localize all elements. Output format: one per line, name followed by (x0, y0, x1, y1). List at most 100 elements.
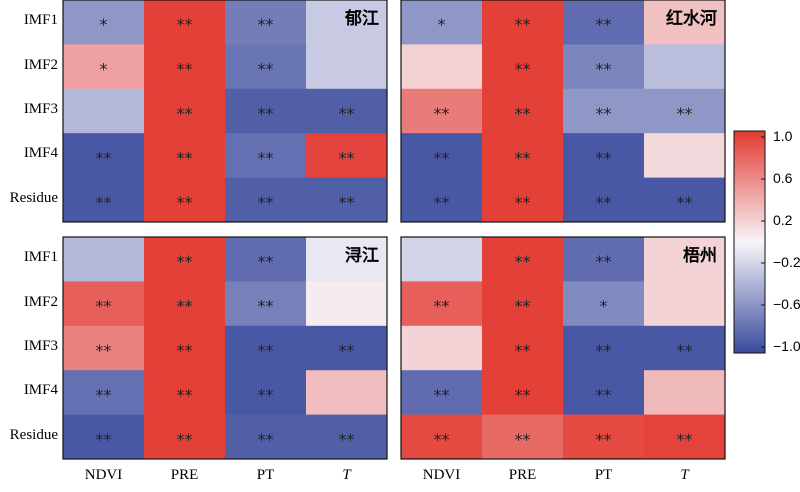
significance-mark: ** (258, 341, 274, 360)
heatmap-cell (563, 281, 645, 327)
heatmap-cell (482, 0, 564, 45)
column-label: NDVI (84, 467, 123, 483)
significance-mark: ** (258, 252, 274, 271)
significance-mark: ** (177, 60, 193, 79)
significance-mark: ** (177, 193, 193, 212)
panel-title: 浔江 (345, 245, 379, 266)
heatmap-cell (306, 414, 388, 460)
heatmap-cell (63, 133, 145, 179)
heatmap-cell (225, 177, 307, 223)
significance-mark: ** (258, 148, 274, 167)
significance-mark: ** (177, 15, 193, 34)
heatmap-cell (225, 88, 307, 134)
heatmap-cell (644, 0, 726, 45)
significance-mark: ** (258, 193, 274, 212)
heatmap-cell (563, 177, 645, 223)
heatmap-cell (144, 325, 226, 371)
heatmap-cell (306, 325, 388, 371)
heatmap-cell (63, 237, 145, 282)
heatmap-cell (63, 325, 145, 371)
heatmap-cell (401, 370, 483, 416)
panel-2: * ** **** **** ** ** **** ** **** ** ** **红水河 (400, 0, 726, 223)
heatmap-cell (306, 88, 388, 134)
heatmap-cell (482, 177, 564, 223)
heatmap-cell (401, 414, 483, 460)
heatmap-cell (306, 370, 388, 416)
significance-mark: ** (339, 193, 355, 212)
significance-mark: ** (596, 104, 612, 123)
row-label: IMF2 (23, 293, 58, 310)
heatmap-cell (306, 177, 388, 223)
panel-border (62, 236, 388, 460)
heatmap-cell (644, 237, 726, 282)
heatmap-cell (144, 133, 226, 179)
heatmap-cell (644, 177, 726, 223)
panel-1: * ** *** ** **** ** **** ** ** **** ** ** **郁江 (62, 0, 388, 223)
significance-mark: ** (434, 193, 450, 212)
significance-mark: ** (515, 430, 531, 449)
heatmap-cell (644, 414, 726, 460)
heatmap-cell (306, 237, 388, 282)
significance-mark: ** (434, 385, 450, 404)
panel-title: 郁江 (344, 8, 379, 29)
heatmap-cell (563, 370, 645, 416)
row-label: IMF2 (23, 56, 58, 73)
heatmap-cell (401, 237, 483, 282)
significance-mark: ** (596, 252, 612, 271)
heatmap-cell (144, 0, 226, 45)
heatmap-cell (401, 133, 483, 179)
heatmap-cell (482, 370, 564, 416)
significance-mark: ** (177, 148, 193, 167)
heatmap-cell (144, 44, 226, 90)
colorbar-tick-label: 1.0 (773, 128, 793, 144)
heatmap-cell (401, 0, 483, 45)
heatmap-cell (63, 44, 145, 90)
significance-mark: ** (339, 430, 355, 449)
significance-mark: * (600, 297, 608, 316)
heatmap-cell (563, 88, 645, 134)
heatmap-cell (225, 370, 307, 416)
heatmap-cell (144, 237, 226, 282)
significance-mark: ** (515, 60, 531, 79)
panel-4: ** **** ** *** ** **** ** **** ** ** **梧州 (400, 236, 726, 460)
heatmap-cell (225, 281, 307, 327)
column-label: NDVI (422, 467, 461, 483)
heatmap-cell (482, 281, 564, 327)
heatmap-cell (482, 414, 564, 460)
heatmap-cell (144, 177, 226, 223)
heatmap-cell (401, 88, 483, 134)
significance-mark: ** (339, 341, 355, 360)
significance-mark: ** (515, 297, 531, 316)
row-label: Residue (9, 189, 58, 206)
row-label: IMF4 (23, 382, 58, 399)
heatmap-cell (563, 44, 645, 90)
significance-mark: ** (515, 385, 531, 404)
heatmap-cell (225, 133, 307, 179)
row-label: IMF4 (23, 145, 58, 162)
heatmap-cell (63, 414, 145, 460)
significance-mark: ** (258, 104, 274, 123)
significance-mark: ** (177, 297, 193, 316)
heatmap-cell (563, 414, 645, 460)
significance-mark: ** (434, 430, 450, 449)
column-label: PT (256, 467, 275, 483)
column-label: PT (594, 467, 613, 483)
significance-mark: ** (258, 430, 274, 449)
heatmap-cell (644, 281, 726, 327)
heatmap-cell (306, 133, 388, 179)
heatmap-cell (144, 370, 226, 416)
heatmap-cell (644, 133, 726, 179)
significance-mark: ** (515, 341, 531, 360)
heatmap-cell (144, 88, 226, 134)
heatmap-cell (225, 325, 307, 371)
significance-mark: ** (596, 341, 612, 360)
significance-mark: ** (677, 193, 693, 212)
row-label: IMF1 (23, 249, 58, 266)
significance-mark: * (100, 60, 108, 79)
heatmap-cell (482, 325, 564, 371)
heatmap-cell (563, 325, 645, 371)
row-label: IMF1 (23, 12, 58, 29)
significance-mark: ** (515, 252, 531, 271)
heatmap-cell (225, 44, 307, 90)
